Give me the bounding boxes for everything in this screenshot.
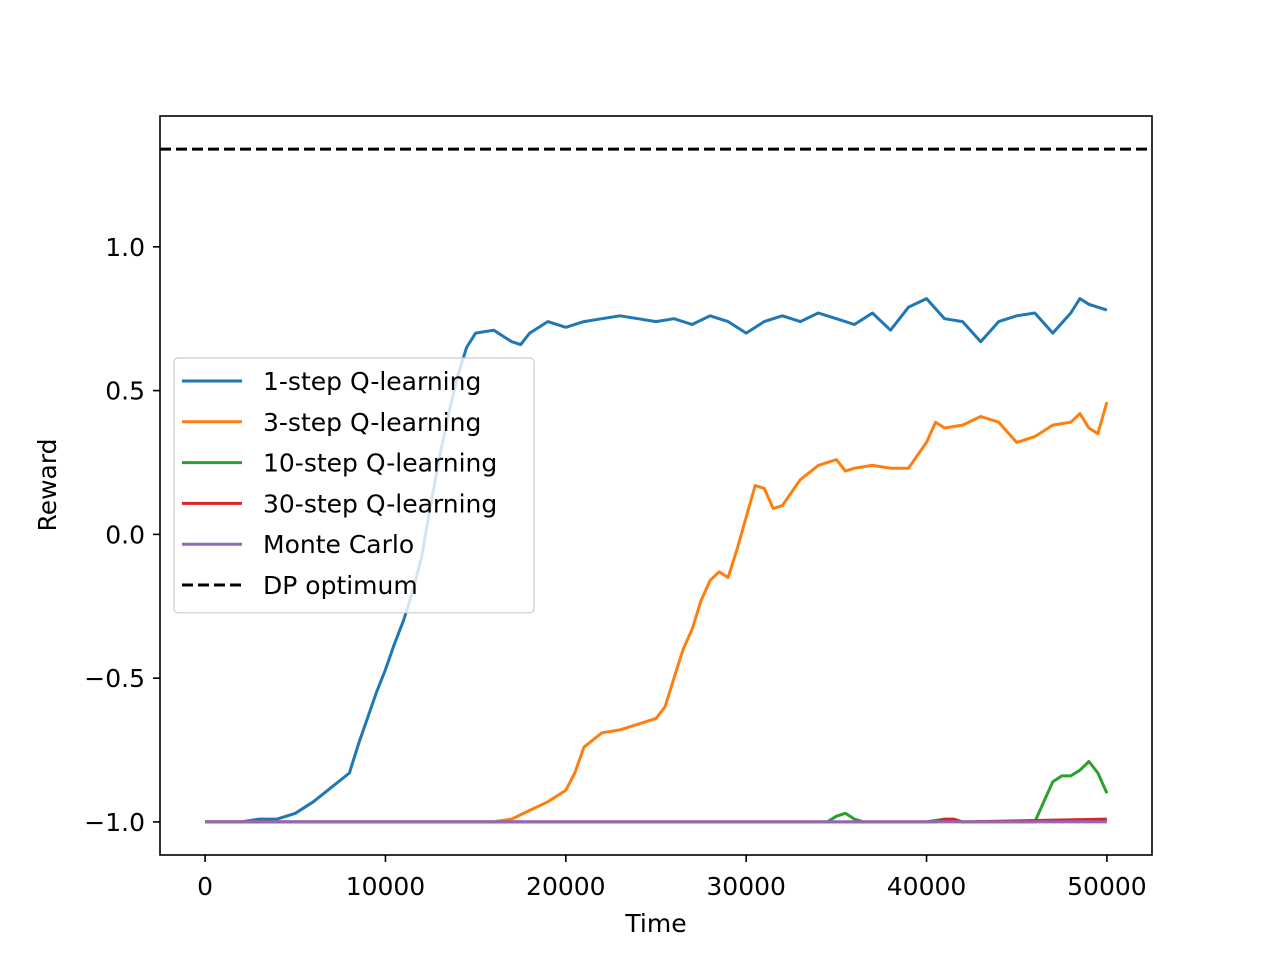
series-line-1-step-q-learning bbox=[205, 297, 1108, 824]
legend: 1-step Q-learning 3-step Q-learning 10-ste… bbox=[173, 357, 535, 614]
legend-label: 3-step Q-learning bbox=[263, 408, 481, 437]
x-axis: 0 10000 20000 30000 40000 50000 bbox=[197, 855, 1147, 901]
x-tick-label: 30000 bbox=[706, 872, 786, 901]
plot-frame bbox=[159, 115, 1153, 856]
y-tick-label: 0.0 bbox=[105, 520, 145, 549]
y-tick-label: 0.5 bbox=[105, 377, 145, 406]
series-layer bbox=[160, 147, 1152, 824]
legend-label: 30-step Q-learning bbox=[263, 489, 497, 518]
y-tick-label: −0.5 bbox=[84, 664, 145, 693]
y-axis: −1.0 −0.5 0.0 0.5 1.0 bbox=[84, 233, 160, 837]
y-tick-label: −1.0 bbox=[84, 808, 145, 837]
x-axis-label: Time bbox=[624, 909, 686, 938]
legend-box bbox=[173, 357, 535, 614]
series-line-3-step-q-learning bbox=[205, 401, 1109, 824]
x-tick-label: 0 bbox=[197, 872, 213, 901]
legend-label: 10-step Q-learning bbox=[263, 449, 497, 478]
series-line-10-step-q-learning bbox=[205, 760, 1109, 824]
legend-label: 1-step Q-learning bbox=[263, 367, 481, 396]
x-tick-label: 50000 bbox=[1067, 872, 1147, 901]
x-tick-label: 10000 bbox=[346, 872, 426, 901]
y-tick-label: 1.0 bbox=[105, 233, 145, 262]
x-tick-label: 20000 bbox=[526, 872, 606, 901]
legend-label: DP optimum bbox=[263, 571, 418, 600]
legend-label: Monte Carlo bbox=[263, 530, 414, 559]
y-axis-label: Reward bbox=[33, 438, 62, 531]
x-tick-label: 40000 bbox=[887, 872, 967, 901]
